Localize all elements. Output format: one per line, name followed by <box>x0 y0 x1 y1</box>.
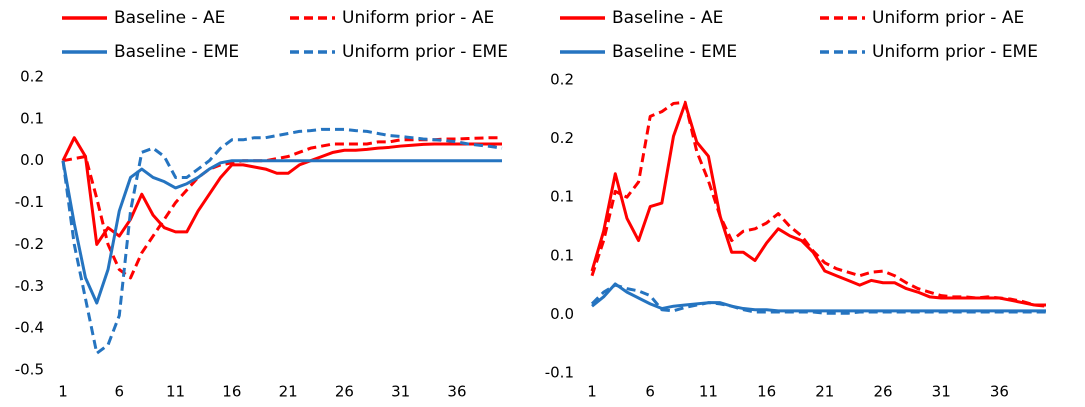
x-tick-label: 11 <box>166 383 185 401</box>
legend-label: Uniform prior - EME <box>872 42 1038 62</box>
data-line <box>61 127 503 355</box>
data-line <box>590 283 1046 315</box>
data-line <box>61 136 502 246</box>
x-tick-label: 21 <box>815 383 834 401</box>
x-tick-label: 26 <box>335 383 354 401</box>
y-tick-label: 0.0 <box>550 305 574 323</box>
y-tick-label: -0.4 <box>15 319 44 337</box>
x-tick-label: 6 <box>115 383 125 401</box>
data-line <box>61 159 502 305</box>
y-tick-label: 0.1 <box>20 109 44 127</box>
legend-label: Baseline - EME <box>612 42 737 62</box>
data-line <box>62 136 502 280</box>
x-tick-label: 31 <box>391 383 410 401</box>
y-tick-label: 0.2 <box>20 68 44 86</box>
y-tick-label: -0.5 <box>15 361 44 379</box>
legend-label: Uniform prior - AE <box>342 8 494 28</box>
legend-label: Uniform prior - AE <box>872 8 1024 28</box>
y-tick-label: 0.1 <box>550 246 574 264</box>
x-tick-label: 11 <box>699 383 718 401</box>
chart: -0.5-0.4-0.3-0.2-0.10.00.10.21 6 11 16 21 26 3… <box>15 8 508 401</box>
x-tick-label: 36 <box>447 383 466 401</box>
y-tick-label: -0.1 <box>545 364 574 382</box>
x-tick-label: 1 <box>587 383 597 401</box>
y-tick-label: 0.2 <box>550 71 574 89</box>
x-tick-label: 16 <box>757 383 776 401</box>
legend-label: Baseline - AE <box>612 8 723 28</box>
x-tick-label: 21 <box>279 383 298 401</box>
legend-label: Baseline - EME <box>114 42 239 62</box>
y-tick-label: 0.1 <box>550 188 574 206</box>
y-tick-label: 0.0 <box>20 151 44 169</box>
x-tick-label: 16 <box>222 383 241 401</box>
chart: -0.10.00.10.10.20.21 6 11 16 21 26 31 36Baselin… <box>545 8 1047 401</box>
data-line <box>590 100 1047 308</box>
data-line <box>590 101 1046 307</box>
y-tick-label: 0.2 <box>550 129 574 147</box>
legend-label: Baseline - AE <box>114 8 225 28</box>
y-tick-label: -0.1 <box>15 193 44 211</box>
y-tick-label: -0.2 <box>15 235 44 253</box>
x-tick-label: 1 <box>58 383 68 401</box>
y-tick-label: -0.3 <box>15 277 44 295</box>
x-tick-label: 31 <box>932 383 951 401</box>
x-tick-label: 36 <box>990 383 1009 401</box>
legend-label: Uniform prior - EME <box>342 42 508 62</box>
x-tick-label: 6 <box>645 383 655 401</box>
x-tick-label: 26 <box>873 383 892 401</box>
